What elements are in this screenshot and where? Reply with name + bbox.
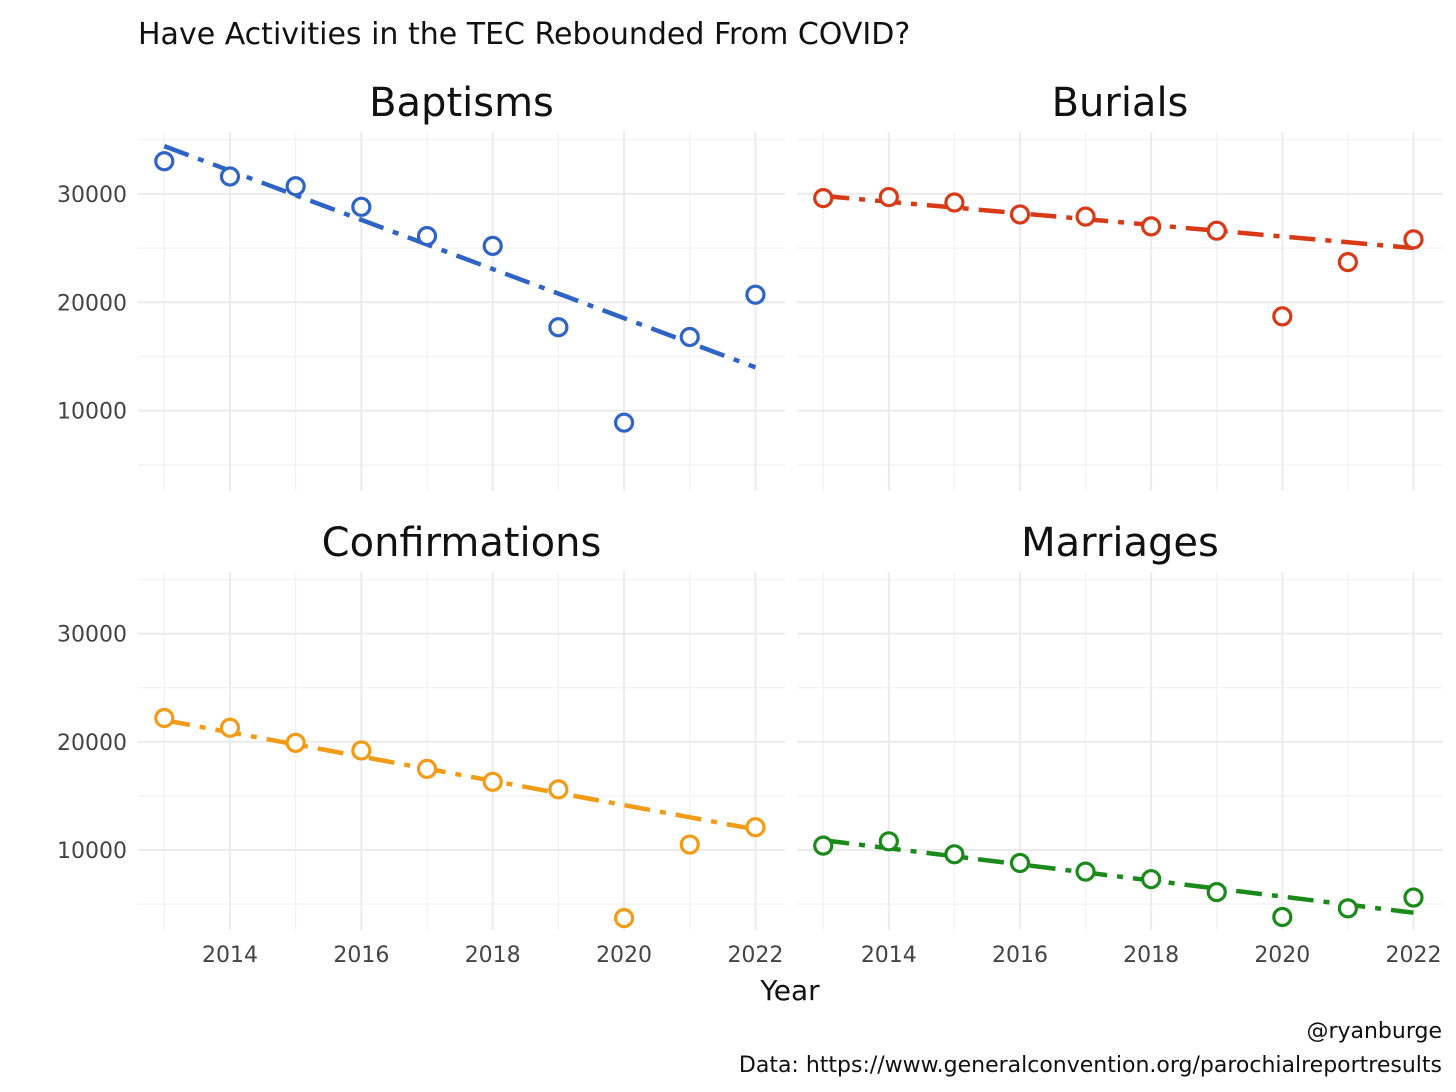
trend-line-baptisms	[163, 143, 757, 370]
y-tick-label: 30000	[57, 183, 127, 208]
data-point-baptisms-2018	[482, 235, 503, 256]
x-tick-label: 2018	[1123, 943, 1179, 968]
x-tick-label: 2016	[992, 943, 1048, 968]
data-point-marriages-2014	[878, 831, 899, 852]
data-point-burials-2015	[944, 192, 965, 213]
data-point-marriages-2022	[1403, 887, 1424, 908]
data-point-confirmations-2013	[154, 707, 175, 729]
caption-source: Data: https://www.generalconvention.org/…	[739, 1053, 1442, 1078]
data-point-burials-2017	[1075, 206, 1096, 227]
x-tick-label: 2018	[465, 943, 521, 968]
facet-title-marriages: Marriages	[1021, 520, 1219, 566]
data-point-confirmations-2014	[219, 717, 241, 738]
facet-title-burials: Burials	[1052, 80, 1189, 126]
data-point-marriages-2016	[1009, 852, 1031, 874]
facet-panels: Baptisms Burials Confirmations Marriages	[138, 80, 1443, 930]
y-tick-label: 30000	[57, 623, 127, 648]
data-point-burials-2021	[1337, 252, 1359, 273]
x-tick-label: 2022	[727, 943, 783, 968]
data-point-marriages-2013	[813, 835, 834, 856]
data-point-confirmations-2015	[285, 732, 306, 753]
chart-title: Have Activities in the TEC Rebounded Fro…	[138, 17, 910, 52]
data-point-burials-2016	[1009, 204, 1031, 225]
data-point-burials-2019	[1206, 220, 1227, 241]
data-point-baptisms-2014	[219, 166, 241, 187]
panel-confirmations: Confirmations	[138, 520, 785, 930]
trend-line-confirmations	[163, 717, 756, 832]
data-point-burials-2020	[1272, 306, 1293, 327]
x-tick-label: 2014	[861, 943, 917, 968]
data-point-confirmations-2019	[548, 779, 569, 800]
data-point-confirmations-2017	[416, 758, 438, 779]
data-point-marriages-2019	[1206, 882, 1227, 903]
data-point-baptisms-2021	[679, 326, 700, 348]
y-tick-label: 10000	[57, 839, 127, 864]
data-point-burials-2018	[1141, 216, 1162, 237]
caption-handle: @ryanburge	[1306, 1019, 1442, 1044]
data-point-burials-2013	[813, 188, 834, 209]
x-tick-label: 2020	[596, 943, 652, 968]
data-point-baptisms-2020	[613, 412, 635, 433]
trend-line-marriages	[822, 837, 1414, 915]
data-point-marriages-2020	[1272, 906, 1293, 928]
y-tick-label: 10000	[57, 400, 127, 425]
data-point-confirmations-2020	[613, 908, 635, 929]
data-point-marriages-2018	[1141, 869, 1162, 890]
data-point-marriages-2021	[1337, 898, 1359, 919]
x-tick-label: 2014	[202, 943, 258, 968]
x-tick-label: 2016	[333, 943, 389, 968]
panel-burials: Burials	[797, 80, 1443, 491]
data-point-burials-2014	[878, 186, 899, 208]
panel-marriages: Marriages	[797, 520, 1443, 930]
y-tick-label: 20000	[57, 731, 127, 756]
data-point-baptisms-2016	[351, 196, 372, 217]
data-point-baptisms-2013	[154, 151, 175, 172]
axes: 10000 20000 30000 10000 20000 30000 2014 2016 20…	[57, 183, 1441, 968]
data-point-marriages-2015	[944, 844, 965, 865]
data-point-confirmations-2018	[482, 771, 503, 792]
data-point-confirmations-2022	[745, 817, 766, 838]
trend-line-burials	[823, 193, 1414, 251]
data-point-confirmations-2016	[351, 740, 372, 761]
data-point-baptisms-2022	[745, 284, 766, 305]
y-tick-label: 20000	[57, 291, 127, 316]
x-axis-title: Year	[759, 974, 820, 1007]
facet-title-baptisms: Baptisms	[369, 80, 554, 126]
x-tick-label: 2020	[1254, 943, 1310, 968]
data-point-baptisms-2015	[285, 176, 306, 197]
panel-baptisms: Baptisms	[138, 80, 785, 491]
data-point-burials-2022	[1403, 229, 1424, 250]
data-point-marriages-2017	[1075, 861, 1096, 882]
facet-title-confirmations: Confirmations	[322, 520, 602, 566]
x-tick-label: 2022	[1385, 943, 1441, 968]
data-point-baptisms-2019	[548, 317, 569, 338]
data-point-confirmations-2021	[679, 834, 700, 855]
data-point-baptisms-2017	[416, 226, 438, 247]
